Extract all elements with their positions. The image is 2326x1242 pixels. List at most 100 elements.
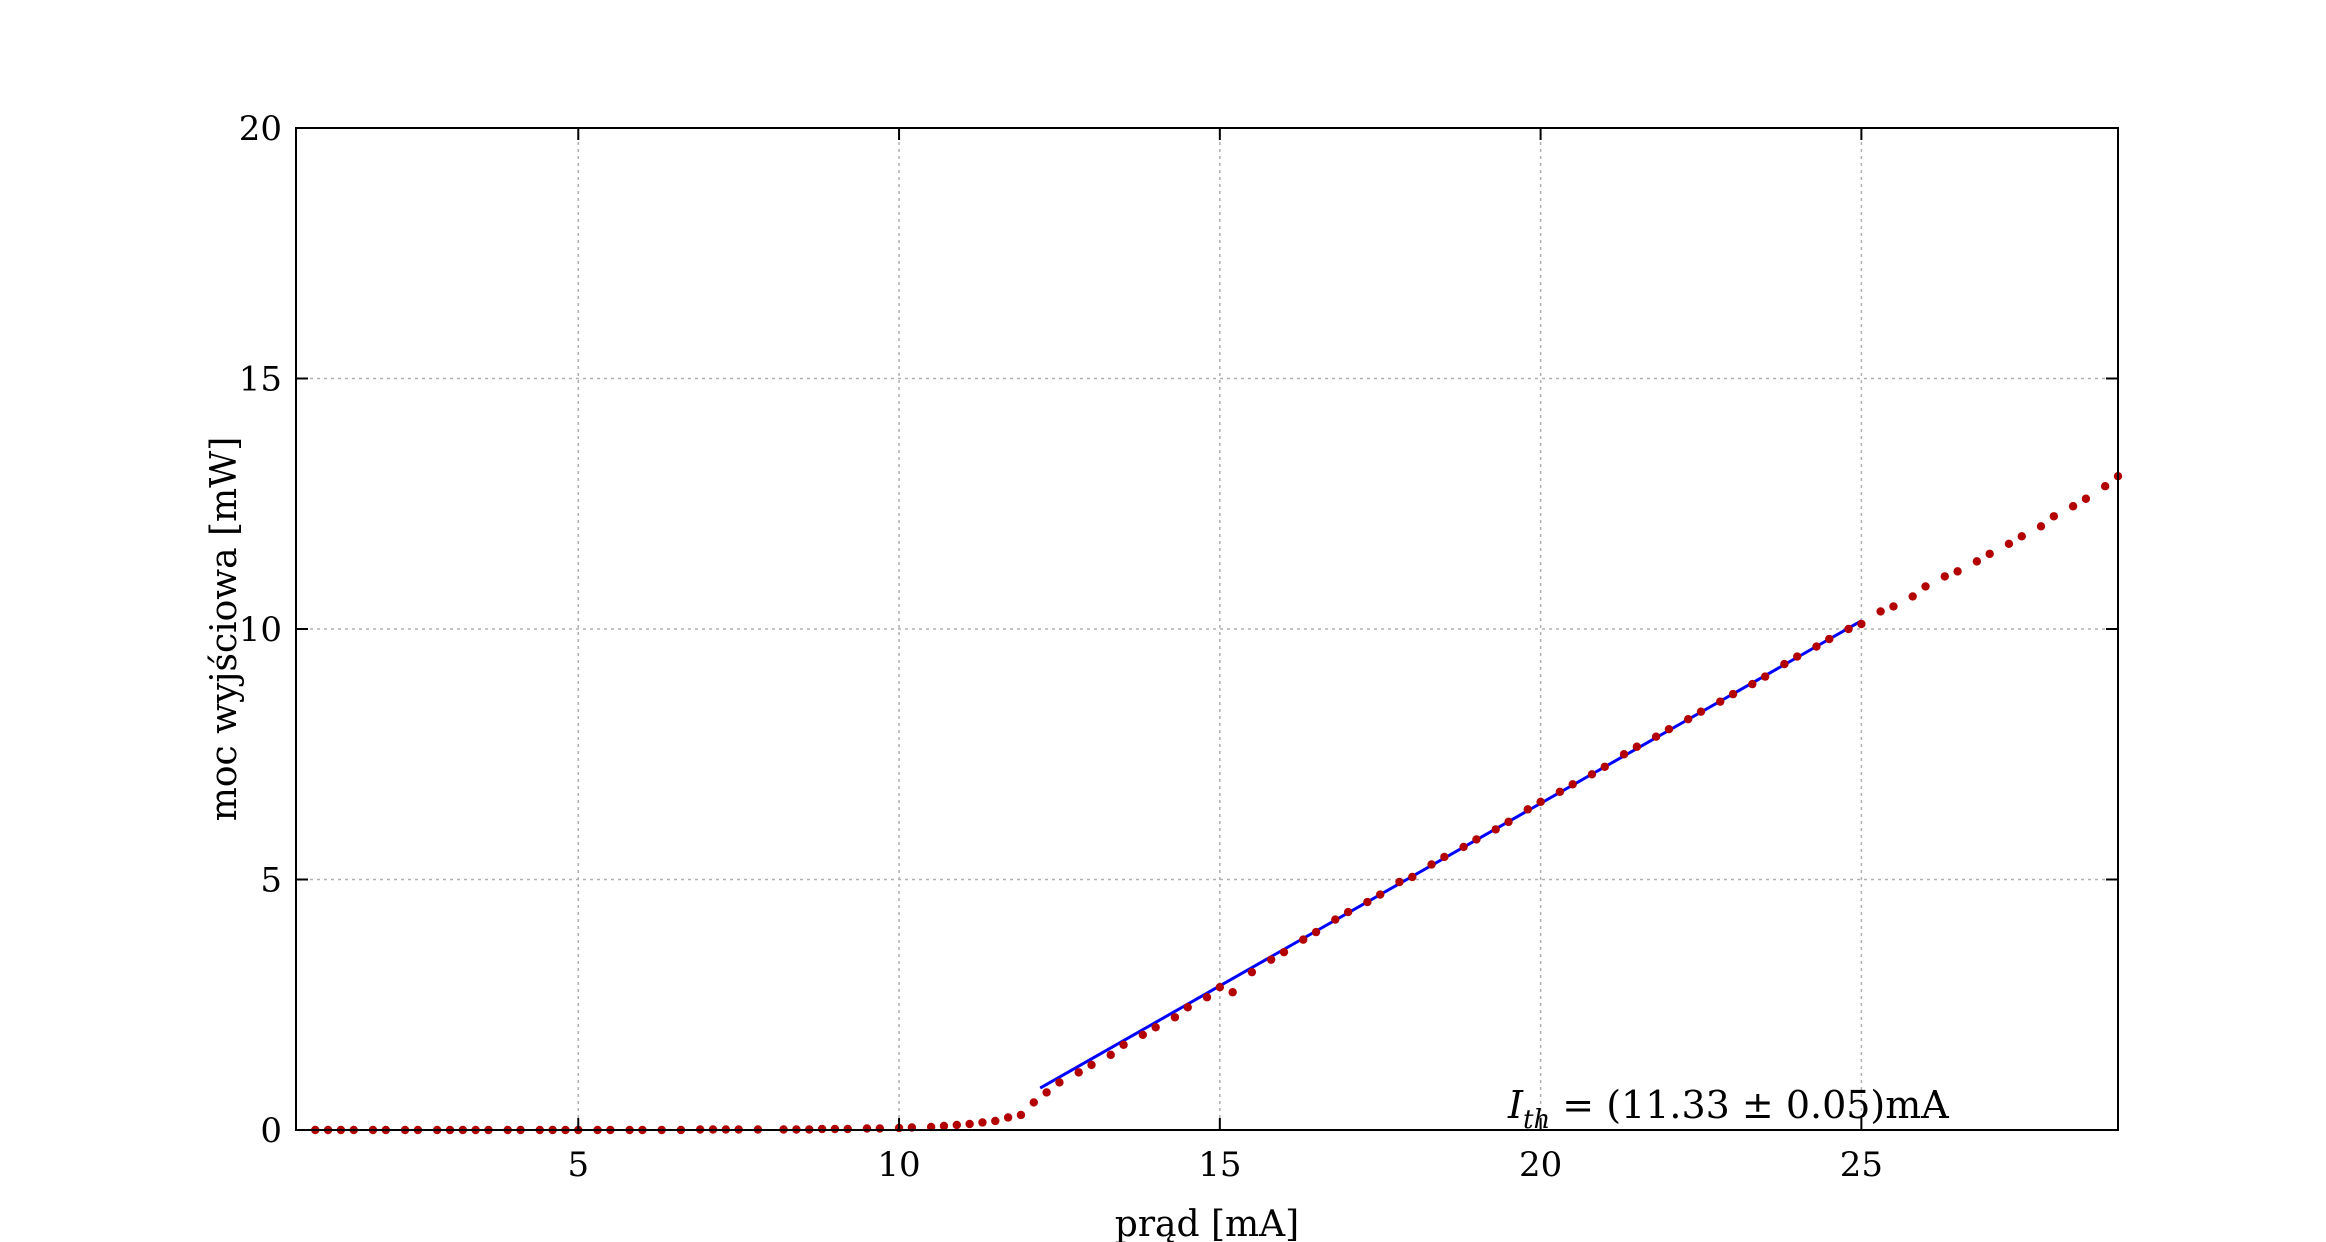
x-tick-label: 10 — [877, 1145, 920, 1185]
annotation-value: = (11.33 ± 0.05)mA — [1550, 1083, 1949, 1127]
data-point — [1780, 659, 1789, 669]
y-tick-label: 5 — [260, 861, 282, 901]
data-point — [1940, 572, 1949, 581]
data-point — [1408, 872, 1417, 882]
data-point — [1793, 652, 1802, 661]
data-point — [991, 1116, 1000, 1126]
data-point — [1696, 707, 1706, 716]
threshold-annotation: Ith = (11.33 ± 0.05)mA — [1507, 1083, 1949, 1135]
data-point — [1536, 797, 1545, 807]
data-point — [2036, 522, 2046, 531]
data-point — [1440, 852, 1449, 862]
data-point — [875, 1124, 885, 1133]
annotation-subscript: th — [1523, 1105, 1550, 1135]
data-point — [1003, 1113, 1013, 1122]
data-point — [1311, 927, 1321, 937]
x-tick-labels: 5 10 15 20 25 — [567, 1145, 1883, 1185]
x-tick-label: 20 — [1519, 1145, 1562, 1185]
data-point — [1921, 582, 1930, 591]
x-tick-label: 25 — [1840, 1145, 1883, 1185]
data-point — [965, 1119, 974, 1129]
fit-layer — [1039, 619, 1863, 1090]
data-point — [1279, 947, 1289, 957]
data-point — [1087, 1060, 1096, 1070]
data-point — [1857, 619, 1866, 629]
data-point — [843, 1124, 852, 1134]
x-axis-label: prąd [mA] — [1115, 1204, 1299, 1242]
data-point — [1844, 624, 1853, 634]
data-point — [1266, 955, 1276, 964]
data-point — [1889, 602, 1898, 611]
data-point — [2081, 494, 2091, 503]
data-point — [1029, 1098, 1038, 1107]
data-point — [1299, 935, 1308, 944]
annotation-symbol: I — [1507, 1083, 1524, 1127]
y-tick-label: 10 — [239, 610, 282, 650]
y-tick-label: 15 — [239, 360, 282, 400]
data-point — [978, 1118, 987, 1127]
data-point — [1016, 1110, 1026, 1120]
y-tick-label: 20 — [239, 109, 282, 149]
x-tick-label: 5 — [567, 1145, 589, 1185]
data-point — [830, 1124, 840, 1134]
data-point — [1812, 642, 1821, 651]
data-point — [1215, 983, 1225, 992]
data-point — [862, 1124, 872, 1133]
data-point — [1683, 714, 1693, 724]
data-point — [1504, 817, 1513, 827]
data-point — [1202, 993, 1212, 1002]
data-point — [817, 1124, 827, 1134]
data-point — [1472, 835, 1481, 844]
data-point — [1228, 988, 1237, 997]
data-point — [1825, 634, 1834, 644]
data-point — [1760, 672, 1770, 681]
data-point — [1953, 567, 1962, 576]
data-point — [1972, 557, 1982, 566]
data-point — [1748, 679, 1757, 689]
y-tick-label: 0 — [260, 1111, 282, 1151]
data-point — [1119, 1040, 1128, 1050]
data-point — [1491, 825, 1500, 834]
data-point — [1651, 732, 1661, 741]
data-point — [1728, 689, 1738, 699]
data-point — [1183, 1003, 1192, 1012]
data-point — [1427, 860, 1436, 869]
data-point — [1985, 549, 1994, 559]
data-point — [2100, 482, 2110, 491]
data-point — [1523, 805, 1532, 814]
data-point — [1587, 770, 1597, 779]
data-point — [952, 1120, 961, 1130]
x-tick-label: 15 — [1198, 1145, 1241, 1185]
data-point — [1055, 1078, 1064, 1087]
data-point — [1376, 890, 1385, 899]
data-point — [1908, 592, 1917, 601]
data-point — [1106, 1050, 1115, 1060]
data-point — [2004, 539, 2014, 549]
data-point — [1363, 897, 1372, 907]
data-point — [1555, 787, 1565, 797]
data-point — [2068, 502, 2078, 511]
data-point — [1170, 1013, 1180, 1022]
data-point — [1876, 607, 1885, 616]
data-point — [1664, 725, 1674, 734]
data-point — [1716, 697, 1725, 706]
data-point — [1459, 842, 1468, 852]
data-point — [1138, 1030, 1148, 1040]
data-point — [1395, 877, 1404, 887]
y-axis-label: moc wyjściowa [mW] — [204, 437, 245, 822]
data-point — [2049, 512, 2059, 521]
fit-line — [1039, 619, 1863, 1090]
data-point — [1331, 915, 1340, 924]
data-point — [1632, 742, 1642, 751]
data-point — [2017, 532, 2026, 541]
data-point — [1619, 750, 1629, 759]
data-point — [1343, 907, 1353, 917]
data-point — [1600, 762, 1609, 771]
data-point — [1568, 780, 1577, 789]
data-point — [1074, 1068, 1083, 1077]
data-point — [1042, 1088, 1051, 1097]
y-tick-labels: 0 5 10 15 20 — [239, 109, 282, 1151]
data-point — [1247, 967, 1257, 977]
data-point — [939, 1121, 949, 1131]
